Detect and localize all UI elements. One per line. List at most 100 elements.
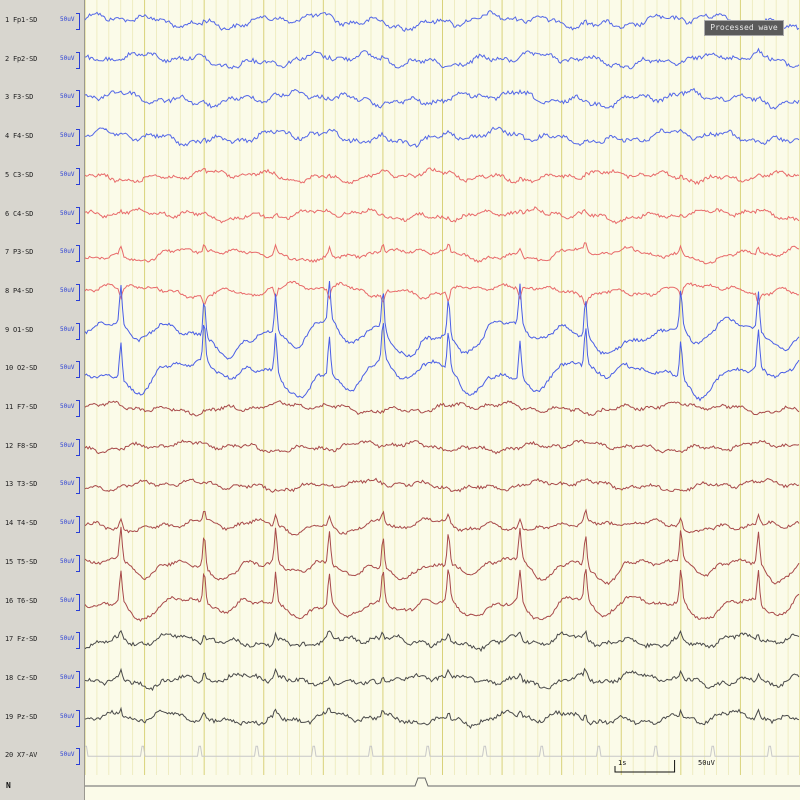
channel-scale-bracket [76, 670, 80, 688]
channel-scale-bracket [76, 245, 80, 263]
channel-name: 20 X7-AV [5, 751, 38, 760]
channel-units: 50uV [60, 557, 75, 565]
channel-name: 17 Fz-SD [5, 635, 38, 644]
eeg-trace-x7-av [85, 745, 799, 757]
channel-label-row[interactable]: 3 F3-SD 50uV [0, 88, 84, 108]
channel-label-row[interactable]: 7 P3-SD 50uV [0, 243, 84, 263]
channel-units: 50uV [60, 712, 75, 720]
channel-label-panel: 1 Fp1-SD 50uV 2 Fp2-SD 50uV 3 F3-SD 50uV 4 F4-… [0, 0, 85, 800]
eeg-trace-t3-sd [85, 477, 800, 493]
channel-label-row[interactable]: 10 O2-SD 50uV [0, 359, 84, 379]
eeg-trace-p3-sd [85, 242, 800, 265]
channel-name: 15 T5-SD [5, 557, 38, 566]
channel-units: 50uV [60, 751, 75, 759]
channel-label-row[interactable]: 2 Fp2-SD 50uV [0, 50, 84, 70]
channel-scale-bracket [76, 167, 80, 185]
channel-units: 50uV [60, 248, 75, 256]
bottom-marker: N [6, 781, 11, 790]
channel-scale-bracket [76, 51, 80, 69]
channel-units: 50uV [60, 286, 75, 294]
eeg-trace-fz-sd [85, 629, 800, 653]
eeg-trace-o2-sd [85, 323, 800, 402]
channel-name: 9 O1-SD [5, 325, 34, 334]
channel-units: 50uV [60, 54, 75, 62]
channel-name: 1 Fp1-SD [5, 16, 38, 24]
channel-scale-bracket [76, 206, 80, 224]
event-timeline [85, 777, 800, 787]
channel-scale-bracket [76, 438, 80, 456]
channel-units: 50uV [60, 673, 75, 681]
channel-units: 50uV [60, 635, 75, 643]
eeg-trace-f4-sd [85, 126, 800, 148]
eeg-trace-fp1-sd [85, 10, 800, 33]
channel-label-row[interactable]: 17 Fz-SD 50uV [0, 630, 84, 650]
channel-name: 19 Pz-SD [5, 712, 38, 721]
channel-scale-bracket [76, 516, 80, 534]
channel-units: 50uV [60, 364, 75, 372]
channel-scale-bracket [76, 593, 80, 611]
channel-name: 11 F7-SD [5, 403, 38, 411]
channel-name: 2 Fp2-SD [5, 54, 38, 63]
channel-units: 50uV [60, 596, 75, 604]
calibration-amplitude-label: 50uV [698, 759, 715, 767]
channel-label-row[interactable]: 11 F7-SD 50uV [0, 398, 84, 418]
eeg-trace-t4-sd [85, 508, 800, 536]
channel-scale-bracket [76, 748, 80, 766]
channel-label-row[interactable]: 13 T3-SD 50uV [0, 475, 84, 495]
channel-label-row[interactable]: 20 X7-AV 50uV [0, 746, 84, 766]
eeg-trace-t5-sd [85, 526, 800, 586]
channel-label-row[interactable]: 12 F8-SD 50uV [0, 437, 84, 457]
channel-scale-bracket [76, 129, 80, 147]
channel-units: 50uV [60, 93, 75, 101]
channel-name: 8 P4-SD [5, 286, 34, 295]
channel-label-row[interactable]: 6 C4-SD 50uV [0, 205, 84, 225]
channel-label-row[interactable]: 5 C3-SD 50uV [0, 166, 84, 186]
channel-units: 50uV [60, 441, 75, 449]
channel-scale-bracket [76, 90, 80, 108]
channel-label-row[interactable]: 9 O1-SD 50uV [0, 321, 84, 341]
eeg-trace-area[interactable] [85, 0, 800, 800]
channel-scale-bracket [76, 283, 80, 301]
channel-name: 18 Cz-SD [5, 673, 38, 682]
calibration-time-label: 1s [618, 759, 627, 767]
channel-scale-bracket [76, 361, 80, 379]
channel-units: 50uV [60, 16, 75, 23]
eeg-trace-o1-sd [85, 280, 800, 360]
channel-units: 50uV [60, 170, 75, 178]
channel-name: 4 F4-SD [5, 132, 34, 141]
channel-scale-bracket [76, 554, 80, 572]
eeg-trace-c4-sd [85, 206, 800, 225]
channel-label-row[interactable]: 14 T4-SD 50uV [0, 514, 84, 534]
channel-name: 3 F3-SD [5, 93, 34, 102]
channel-label-row[interactable]: 8 P4-SD 50uV [0, 282, 84, 302]
channel-units: 50uV [60, 480, 75, 488]
channel-label-row[interactable]: 19 Pz-SD 50uV [0, 708, 84, 728]
channel-name: 13 T3-SD [5, 480, 38, 489]
eeg-trace-pz-sd [85, 706, 800, 730]
channel-name: 16 T6-SD [5, 596, 38, 605]
channel-label-row[interactable]: 1 Fp1-SD 50uV [0, 11, 84, 31]
channel-label-row[interactable]: 4 F4-SD 50uV [0, 127, 84, 147]
eeg-trace-cz-sd [85, 667, 800, 692]
eeg-trace-f3-sd [85, 87, 800, 110]
channel-units: 50uV [60, 325, 75, 333]
channel-units: 50uV [60, 403, 75, 410]
channel-scale-bracket [76, 632, 80, 650]
status-badge: Processed wave [704, 20, 784, 36]
channel-scale-bracket [76, 322, 80, 340]
eeg-trace-fp2-sd [85, 47, 800, 70]
eeg-trace-f8-sd [85, 439, 800, 455]
channel-name: 7 P3-SD [5, 248, 34, 257]
channel-label-row[interactable]: 18 Cz-SD 50uV [0, 669, 84, 689]
calibration-mark [614, 760, 676, 773]
eeg-trace-f7-sd [85, 400, 800, 417]
channel-label-row[interactable]: 15 T5-SD 50uV [0, 553, 84, 573]
channel-label-row[interactable]: 16 T6-SD 50uV [0, 592, 84, 612]
eeg-trace-t6-sd [85, 569, 800, 623]
channel-scale-bracket [76, 400, 80, 417]
channel-units: 50uV [60, 132, 75, 140]
channel-name: 5 C3-SD [5, 170, 34, 179]
channel-scale-bracket [76, 13, 80, 30]
channel-name: 14 T4-SD [5, 519, 38, 528]
